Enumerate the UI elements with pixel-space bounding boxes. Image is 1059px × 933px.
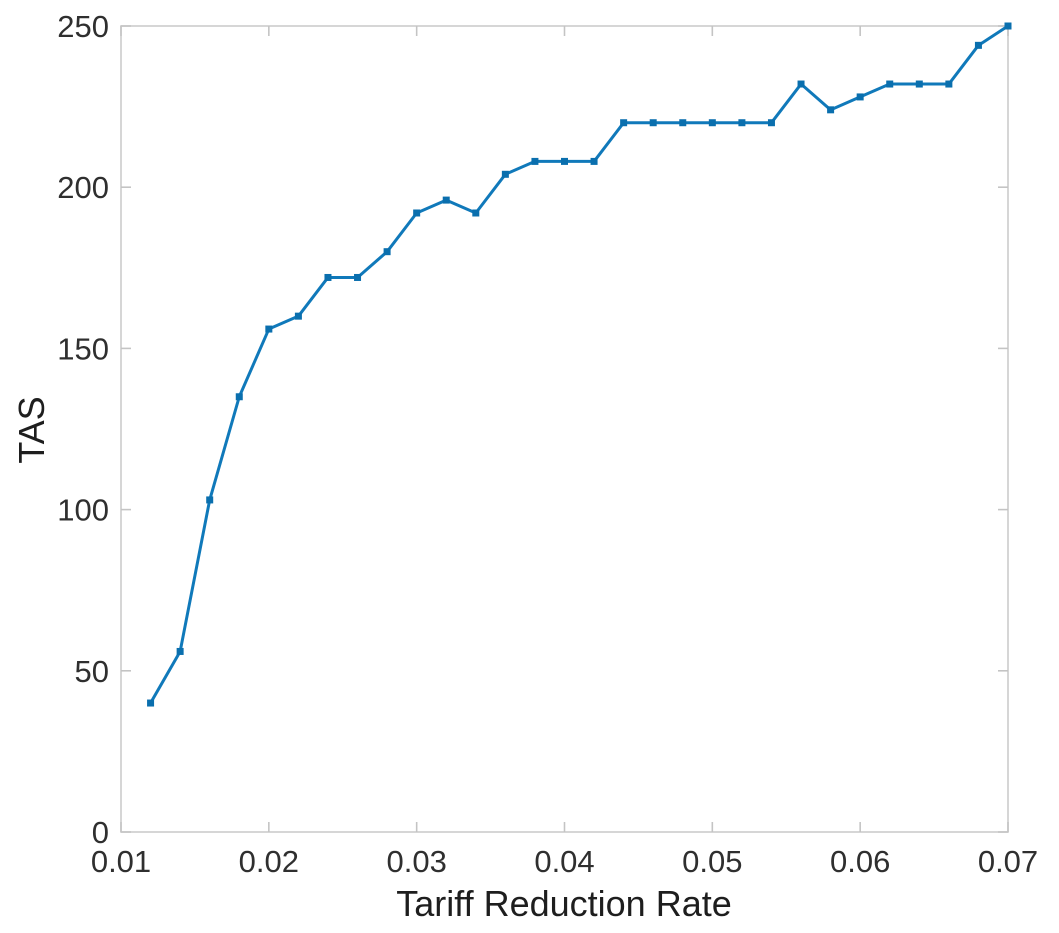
y-tick-label: 200 — [57, 170, 109, 205]
data-point-marker — [265, 325, 273, 333]
data-point-marker — [354, 273, 362, 281]
data-point-marker — [856, 93, 864, 101]
y-axis-label: TAS — [11, 396, 52, 463]
x-tick-label: 0.06 — [830, 844, 890, 879]
data-point-marker — [176, 647, 184, 655]
data-point-marker — [501, 170, 509, 178]
data-point-marker — [827, 106, 835, 114]
data-point-marker — [413, 209, 421, 217]
data-point-marker — [206, 496, 214, 504]
axes-layer: 0.01 0.02 0.03 0.04 0.05 0.06 0.07 0 50 100 150 200… — [57, 9, 1038, 879]
x-tick-label: 0.04 — [534, 844, 594, 879]
data-point-marker — [1004, 22, 1012, 30]
data-point-marker — [324, 273, 332, 281]
axes-box — [120, 25, 1009, 833]
x-tick-label: 0.03 — [386, 844, 446, 879]
data-point-marker — [915, 80, 923, 88]
data-point-marker — [442, 196, 450, 204]
data-point-marker — [561, 157, 568, 165]
data-point-marker — [383, 248, 391, 256]
data-series-layer — [147, 22, 1012, 707]
data-point-marker — [708, 119, 716, 127]
data-point-marker — [974, 41, 982, 49]
data-point-marker — [590, 157, 598, 165]
data-point-marker — [738, 119, 746, 127]
x-axis-label: Tariff Reduction Rate — [396, 883, 732, 924]
x-tick-label: 0.07 — [978, 844, 1038, 879]
y-tick-label: 0 — [92, 815, 109, 850]
data-point-marker — [649, 119, 657, 127]
data-point-marker — [147, 699, 155, 707]
data-point-marker — [294, 312, 302, 320]
data-point-marker — [531, 157, 539, 165]
y-tick-label: 50 — [75, 654, 109, 689]
data-point-marker — [620, 119, 628, 127]
data-point-marker — [797, 80, 805, 88]
data-point-marker — [767, 119, 775, 127]
y-tick-label: 100 — [57, 493, 109, 528]
series-line — [149, 24, 1010, 705]
data-point-marker — [235, 393, 243, 401]
data-point-marker — [679, 119, 687, 127]
data-point-marker — [886, 80, 894, 88]
x-tick-label: 0.05 — [682, 844, 742, 879]
x-tick-label: 0.02 — [239, 844, 299, 879]
y-tick-label: 250 — [57, 9, 109, 44]
data-point-marker — [945, 80, 953, 88]
data-point-marker — [472, 209, 480, 217]
y-tick-label: 150 — [57, 331, 109, 366]
x-tick-label: 0.01 — [91, 844, 151, 879]
